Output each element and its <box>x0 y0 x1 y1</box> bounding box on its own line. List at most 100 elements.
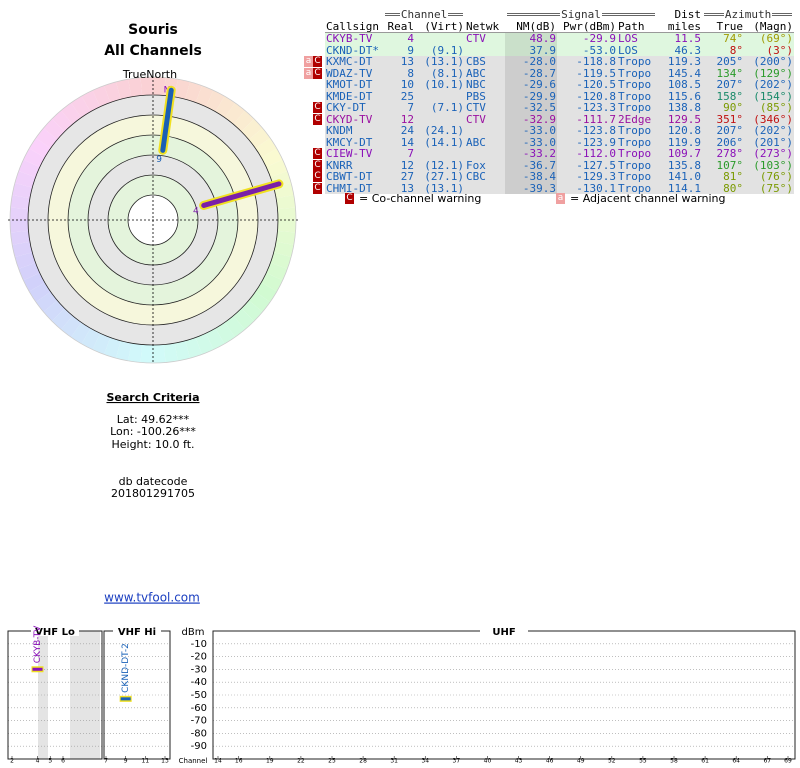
rainbow-wedge <box>140 76 153 96</box>
cell-netwk: CTV <box>466 112 486 126</box>
signal-label: CKND-DT-2 <box>121 643 131 693</box>
rainbow-wedge <box>233 110 255 132</box>
cell-magn: (75°) <box>759 181 793 195</box>
table-row: KMDE-DT 25 PBS -29.9 -120.8 Tropo 115.6 158° (15… <box>325 89 794 103</box>
link[interactable]: www.tvfool.com <box>104 591 200 605</box>
rainbow-wedge <box>248 128 271 149</box>
x-tick-label: 2 <box>10 758 14 765</box>
co-icon: C <box>313 182 322 194</box>
north-label: TrueNorth <box>122 68 177 81</box>
x-tick-label: 67 <box>763 758 771 765</box>
cell-netwk: ABC <box>466 66 486 80</box>
x-tick-label: 64 <box>732 758 740 765</box>
lat: Lat: 49.62*** <box>117 413 190 426</box>
rainbow-wedge <box>255 137 277 158</box>
cell-nm: -28.0 <box>505 56 557 68</box>
cell-true: 74° <box>723 32 743 45</box>
rainbow-wedge <box>14 171 36 188</box>
cell-virt <box>415 148 465 160</box>
cell-nm: 37.9 <box>505 44 557 56</box>
table-row: KNDM 24 (24.1) -33.0 -123.8 Tropo 120.8 207° (20… <box>325 125 794 137</box>
cell-real: 12 <box>400 158 414 172</box>
x-tick-label: 40 <box>484 758 492 765</box>
cell-true: 207° <box>716 78 744 91</box>
rainbow-wedge <box>70 322 91 344</box>
search-title: Search Criteria <box>106 391 199 404</box>
rainbow-wedge <box>61 315 82 338</box>
cell-path: LOS <box>618 43 638 57</box>
rainbow-wedge <box>81 328 101 350</box>
cell-nm: -33.0 <box>505 136 557 148</box>
x-tick-label: 55 <box>639 758 647 765</box>
x-tick-label: 5 <box>48 758 52 765</box>
cell-netwk: CBS <box>466 55 486 68</box>
rainbow-wedge <box>195 333 214 355</box>
rainbow-wedge <box>205 90 225 112</box>
rainbow-wedge <box>140 344 153 363</box>
x-tick-label: 7 <box>104 758 108 765</box>
cell-dist: 114.1 <box>667 181 701 195</box>
cell-true: 158° <box>716 89 744 103</box>
cell-dist: 141.0 <box>667 170 701 183</box>
cell-real: 13 <box>400 55 414 68</box>
rainbow-wedge <box>128 77 143 97</box>
table-body: CKYB-TV 4 CTV 48.9 -29.9 LOS 11.5 74° (69°) CKND-… <box>304 32 794 195</box>
band-shade <box>38 631 48 759</box>
rainbow-wedge <box>153 344 166 363</box>
group-row: Channel Signal Dist Azimuth <box>325 9 794 21</box>
cell-real: 14 <box>400 135 414 149</box>
x-tick-label: 13 <box>161 758 169 765</box>
cell-nm: -29.9 <box>505 90 557 102</box>
cell-true: 278° <box>716 147 744 160</box>
cell-callsign: KMCY-DT <box>326 135 373 149</box>
spectrum-chart: dBm Channel -10 -20-30 -40 -50 -60 -70-80 -90 VHF… <box>7 625 796 765</box>
cell-path: Tropo <box>618 55 652 68</box>
rainbow-wedge <box>51 110 73 132</box>
db-label: db datecode <box>119 475 188 488</box>
co-icon: C <box>313 171 322 182</box>
cell-magn: (76°) <box>759 170 793 183</box>
cell-callsign: KNDM <box>326 124 353 137</box>
rainbow-wedge <box>12 241 33 258</box>
beam <box>160 87 174 153</box>
cell-dist: 119.3 <box>667 55 701 68</box>
cell-real: 24 <box>400 124 414 137</box>
rainbow-wedge <box>70 96 91 118</box>
cell-pwr: -123.9 <box>576 135 616 149</box>
cell-path: LOS <box>618 32 638 45</box>
cell-nm: -33.0 <box>505 125 557 137</box>
column-header: Path <box>617 20 657 33</box>
signal-label: CKYB-TV <box>33 625 43 663</box>
cell-path: Tropo <box>618 181 652 195</box>
polar-plot: TrueNorthN49 <box>8 68 298 364</box>
cell-path: Tropo <box>618 135 652 149</box>
rainbow-wedge <box>43 300 65 322</box>
x-tick-label: 14 <box>214 758 222 765</box>
x-tick-label: 4 <box>36 758 40 765</box>
column-header: (Magn) <box>744 20 794 33</box>
cell-pwr: -118.8 <box>576 55 616 68</box>
cell-path: Tropo <box>618 170 652 183</box>
rainbow-wedge <box>185 337 202 359</box>
cell-dist: 108.5 <box>667 78 701 91</box>
cell-real: 4 <box>407 32 414 45</box>
cell-pwr: -130.1 <box>576 181 616 195</box>
rainbow-wedge <box>185 81 202 103</box>
cell-real: 12 <box>400 112 414 126</box>
rainbow-wedge <box>81 90 101 112</box>
cell-magn: (103°) <box>753 158 793 172</box>
dist-header: Dist <box>674 8 702 21</box>
rainbow-wedge <box>276 230 296 245</box>
section-label-bg <box>31 626 79 636</box>
cell-real: 7 <box>407 101 414 114</box>
table-row: KMOT-DT 10 (10.1) NBC -29.6 -120.5 Tropo 108.5 2… <box>325 79 794 91</box>
rainbow-wedge <box>273 241 294 258</box>
cell-real: 7 <box>407 147 414 160</box>
section-label-bg <box>113 626 161 636</box>
cell-path: Tropo <box>618 101 652 114</box>
cell-pwr: -123.8 <box>576 124 616 137</box>
beam <box>201 181 282 208</box>
left-panel: Souris All Channels TrueNorthN49 Search … <box>8 22 298 605</box>
y-axis-label: dBm <box>182 627 205 638</box>
